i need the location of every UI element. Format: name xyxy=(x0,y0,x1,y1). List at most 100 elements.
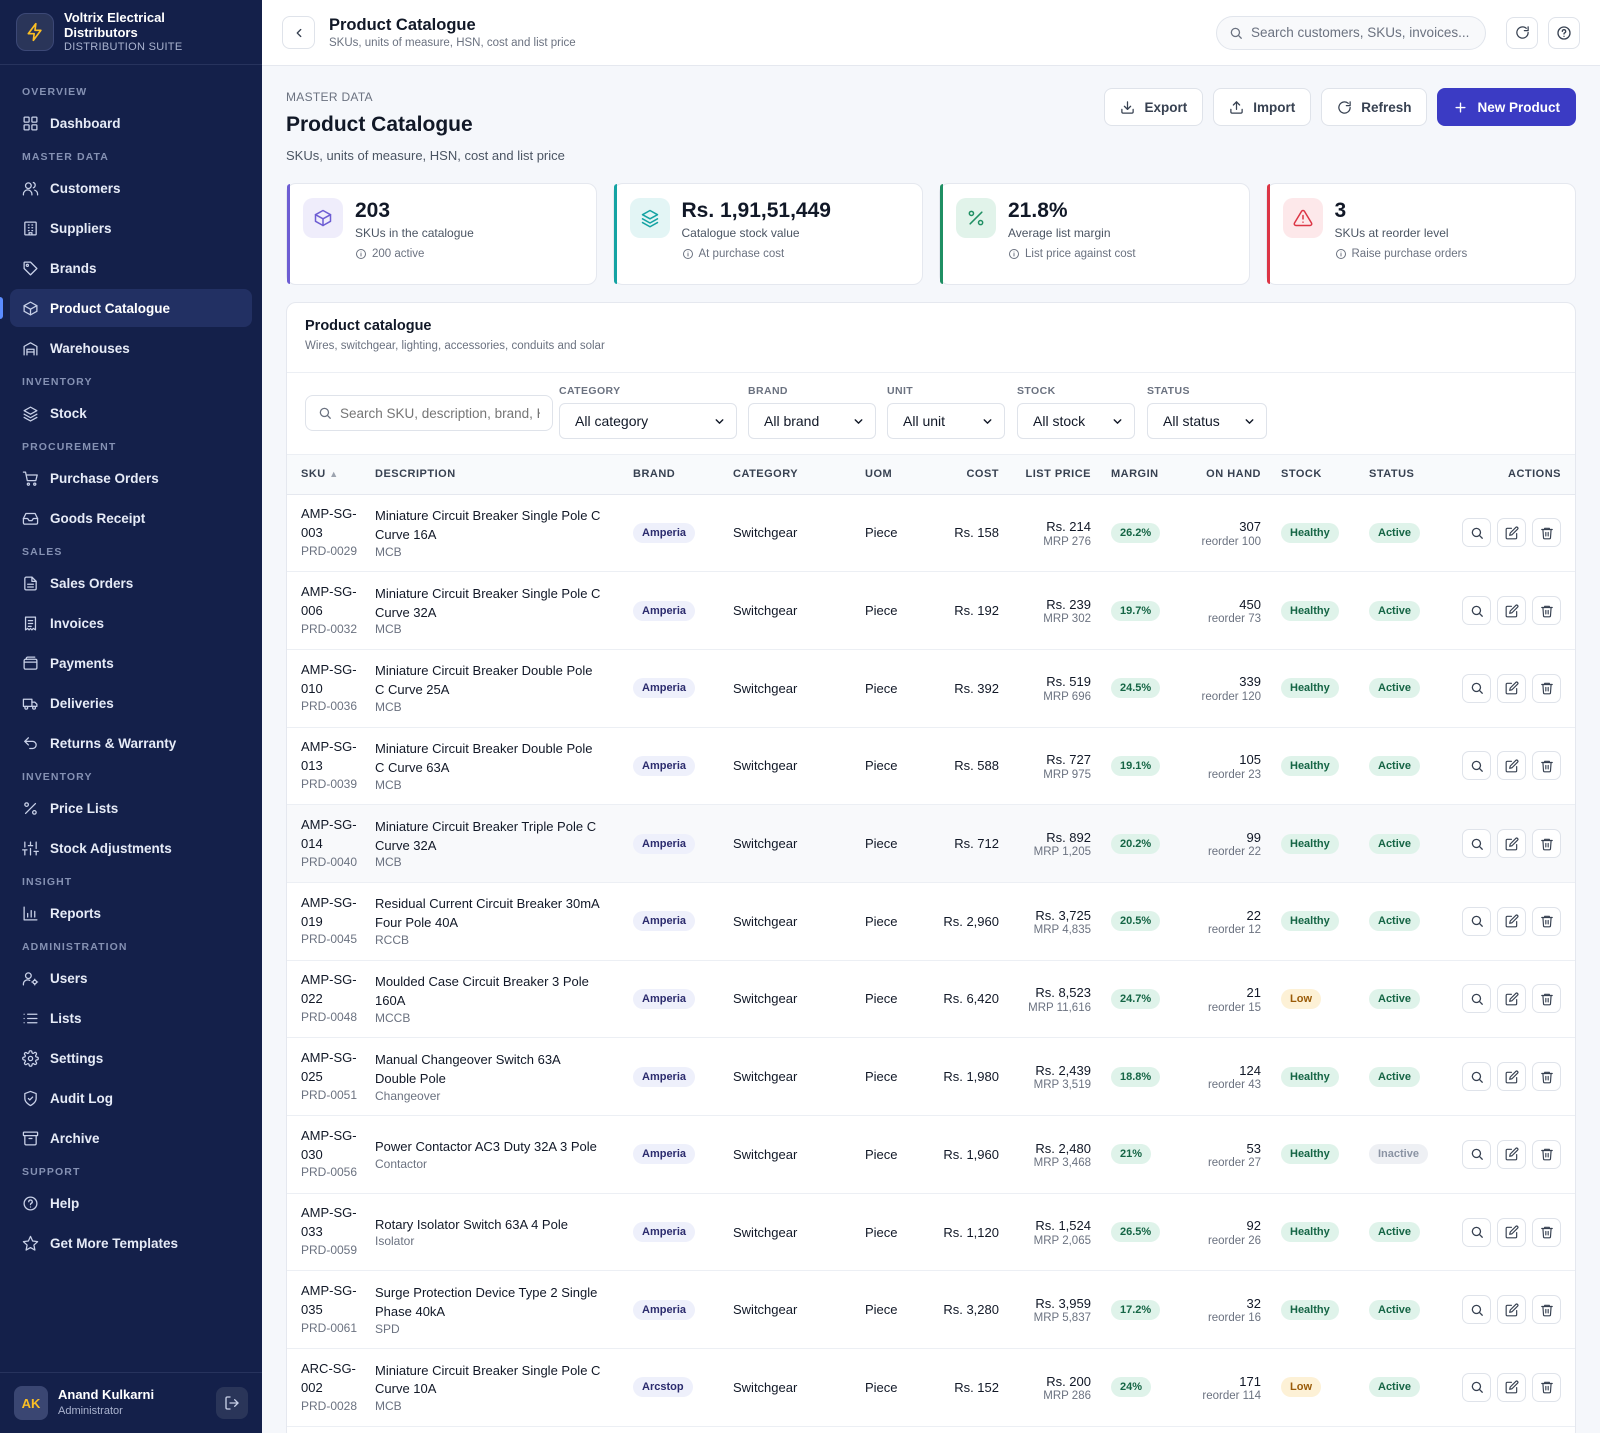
view-button[interactable] xyxy=(1462,1295,1491,1325)
sidebar-item-settings[interactable]: Settings xyxy=(10,1039,252,1077)
edit-button[interactable] xyxy=(1497,1217,1526,1247)
global-search-input[interactable]: Search customers, SKUs, invoices... xyxy=(1216,15,1486,50)
logout-icon[interactable] xyxy=(216,1387,248,1419)
product-subcategory: MCB xyxy=(375,544,402,559)
view-button[interactable] xyxy=(1462,1062,1491,1092)
table-row[interactable]: AMP-SG- 014 PRD-0040 Miniature Circuit Brea… xyxy=(287,804,1575,883)
sidebar-item-price-lists[interactable]: Price Lists xyxy=(10,789,252,827)
status-select[interactable]: All status xyxy=(1147,403,1267,439)
new-product-button[interactable]: New Product xyxy=(1437,88,1576,126)
delete-button[interactable] xyxy=(1532,1139,1561,1169)
sidebar-item-reports[interactable]: Reports xyxy=(10,894,252,932)
table-row[interactable]: AMP-SG- 013 PRD-0039 Miniature Circuit Brea… xyxy=(287,727,1575,806)
sidebar-item-product-catalogue[interactable]: Product Catalogue xyxy=(0,289,252,327)
trash-icon xyxy=(1540,916,1553,928)
table-row[interactable]: ARC-SG- 002 PRD-0028 Miniature Circuit Brea… xyxy=(287,1348,1575,1427)
refresh-page-button[interactable] xyxy=(1506,16,1538,49)
sidebar-item-archive[interactable]: Archive xyxy=(10,1119,252,1157)
sidebar-item-get-more-templates[interactable]: Get More Templates xyxy=(10,1224,252,1262)
edit-button[interactable] xyxy=(1497,518,1526,548)
delete-button[interactable] xyxy=(1532,1372,1561,1402)
edit-button[interactable] xyxy=(1497,1139,1526,1169)
stat-note-text: Raise purchase orders xyxy=(1351,248,1468,261)
sidebar-item-invoices[interactable]: Invoices xyxy=(10,604,252,642)
sidebar-item-audit-log[interactable]: Audit Log xyxy=(10,1079,252,1117)
sidebar-item-brands[interactable]: Brands xyxy=(10,249,252,287)
edit-button[interactable] xyxy=(1497,1062,1526,1092)
table-row[interactable]: AMP-SG- 035 PRD-0061 Surge Protection Devic… xyxy=(287,1270,1575,1350)
sidebar-item-payments[interactable]: Payments xyxy=(10,644,252,682)
edit-button[interactable] xyxy=(1497,906,1526,936)
sidebar-item-help[interactable]: Help xyxy=(10,1184,252,1222)
table-row[interactable]: AMP-SG- 019 PRD-0045 Residual Current Circu… xyxy=(287,882,1575,961)
table-row[interactable]: AMP-SG- 003 PRD-0029 Miniature Circuit Brea… xyxy=(287,494,1575,573)
refresh-button[interactable]: Refresh xyxy=(1321,88,1428,126)
delete-button[interactable] xyxy=(1532,518,1561,548)
table-row[interactable]: AMP-SG- 010 PRD-0036 Miniature Circuit Brea… xyxy=(287,649,1575,728)
edit-button[interactable] xyxy=(1497,984,1526,1014)
view-button[interactable] xyxy=(1462,829,1491,859)
delete-button[interactable] xyxy=(1532,906,1561,936)
table-row[interactable]: AMP-SG- 006 PRD-0032 Miniature Circuit Brea… xyxy=(287,571,1575,650)
edit-button[interactable] xyxy=(1497,751,1526,781)
edit-button[interactable] xyxy=(1497,596,1526,626)
sidebar-item-label: Returns & Warranty xyxy=(50,735,177,751)
delete-button[interactable] xyxy=(1532,751,1561,781)
view-button[interactable] xyxy=(1462,1217,1491,1247)
delete-button[interactable] xyxy=(1532,1062,1561,1092)
avatar[interactable]: AK xyxy=(14,1386,48,1420)
import-button[interactable]: Import xyxy=(1213,88,1312,126)
category-select[interactable]: All category xyxy=(559,403,737,439)
export-button[interactable]: Export xyxy=(1104,88,1204,126)
delete-button[interactable] xyxy=(1532,1217,1561,1247)
sidebar-item-stock[interactable]: Stock xyxy=(10,394,252,432)
view-button[interactable] xyxy=(1462,673,1491,703)
sidebar-item-users[interactable]: Users xyxy=(10,959,252,997)
delete-button[interactable] xyxy=(1532,596,1561,626)
sidebar-item-sales-orders[interactable]: Sales Orders xyxy=(10,564,252,602)
edit-button[interactable] xyxy=(1497,673,1526,703)
edit-button[interactable] xyxy=(1497,1372,1526,1402)
sidebar-item-dashboard[interactable]: Dashboard xyxy=(10,104,252,142)
view-button[interactable] xyxy=(1462,906,1491,936)
sidebar-item-lists[interactable]: Lists xyxy=(10,999,252,1037)
cost-cell: Rs. 6,420 xyxy=(913,960,999,1039)
unit-select[interactable]: All unit xyxy=(887,403,1005,439)
sidebar-item-purchase-orders[interactable]: Purchase Orders xyxy=(10,459,252,497)
stock-select[interactable]: All stock xyxy=(1017,403,1135,439)
brand-badge: Amperia xyxy=(633,833,696,854)
sidebar-item-customers[interactable]: Customers xyxy=(10,169,252,207)
view-button[interactable] xyxy=(1462,984,1491,1014)
help-button[interactable] xyxy=(1548,16,1580,49)
view-button[interactable] xyxy=(1462,596,1491,626)
sidebar-item-goods-receipt[interactable]: Goods Receipt xyxy=(10,499,252,537)
sidebar-item-suppliers[interactable]: Suppliers xyxy=(10,209,252,247)
delete-button[interactable] xyxy=(1532,673,1561,703)
on-hand-qty: 21 xyxy=(1246,985,1261,1001)
view-button[interactable] xyxy=(1462,1372,1491,1402)
back-button[interactable] xyxy=(282,16,315,49)
table-row[interactable]: AMP-SG- 030 PRD-0056 Power Contactor AC3 Du… xyxy=(287,1115,1575,1194)
stock-badge: Healthy xyxy=(1281,755,1339,776)
delete-button[interactable] xyxy=(1532,984,1561,1014)
table-row[interactable]: AMP-SG- 025 PRD-0051 Manual Changeover Swit… xyxy=(287,1037,1575,1116)
delete-button[interactable] xyxy=(1532,829,1561,859)
table-search-field[interactable] xyxy=(305,395,553,431)
sidebar-item-deliveries[interactable]: Deliveries xyxy=(10,684,252,722)
brand-badge: Amperia xyxy=(633,1066,696,1087)
brand-select[interactable]: All brand xyxy=(748,403,876,439)
sidebar-item-warehouses[interactable]: Warehouses xyxy=(10,329,252,367)
view-button[interactable] xyxy=(1462,518,1491,548)
sidebar-item-returns-and-warranty[interactable]: Returns & Warranty xyxy=(10,724,252,762)
table-row[interactable]: AMP-SG- 033 PRD-0059 Rotary Isolator Switch… xyxy=(287,1193,1575,1272)
delete-button[interactable] xyxy=(1532,1295,1561,1325)
edit-button[interactable] xyxy=(1497,829,1526,859)
view-button[interactable] xyxy=(1462,751,1491,781)
col-sku[interactable]: SKU ▲ xyxy=(287,455,375,495)
view-button[interactable] xyxy=(1462,1139,1491,1169)
table-row[interactable]: AMP-SG- 022 PRD-0048 Moulded Case Circuit B… xyxy=(287,960,1575,1039)
table-search-input[interactable] xyxy=(340,405,540,421)
margin-badge: 20.2% xyxy=(1111,833,1161,854)
sidebar-item-stock-adjustments[interactable]: Stock Adjustments xyxy=(10,829,252,867)
edit-button[interactable] xyxy=(1497,1295,1526,1325)
